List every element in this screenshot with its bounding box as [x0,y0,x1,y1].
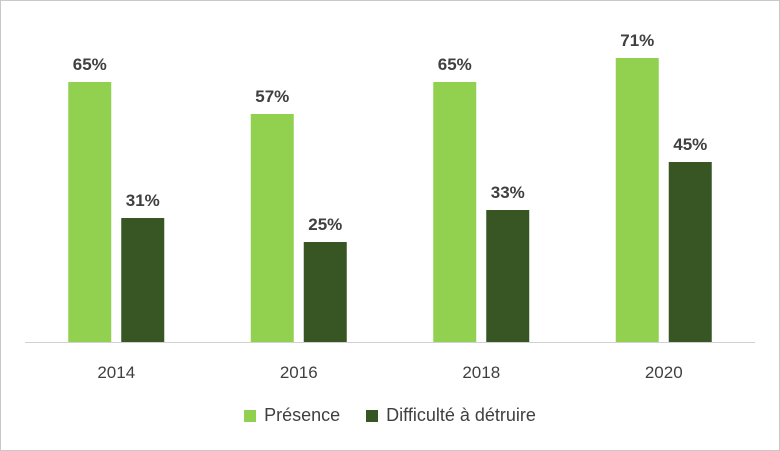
data-label-presence-2014: 65% [73,55,107,74]
legend-item-difficulte: Difficulté à détruire [366,405,536,426]
bar-difficulte-2016 [303,242,347,342]
bar-presence-2016 [250,114,294,342]
bar-presence-2018 [433,82,477,342]
data-label-difficulte-2020: 45% [673,135,707,154]
legend-label-difficulte: Difficulté à détruire [386,405,536,425]
legend-swatch-presence [244,409,257,422]
legend-label-presence: Présence [264,405,341,425]
x-tick-label-2018: 2018 [462,363,500,382]
bar-difficulte-2020 [668,162,712,342]
legend: Présence Difficulté à détruire [1,405,779,426]
x-tick-label-2020: 2020 [645,363,683,382]
data-label-difficulte-2018: 33% [491,183,525,202]
x-tick-label-2014: 2014 [97,363,135,382]
data-label-difficulte-2016: 25% [308,215,342,234]
data-label-difficulte-2014: 31% [126,191,160,210]
legend-swatch-difficulte [366,409,379,422]
bar-chart: 65% 31% 2014 57% 25% 2016 65% 33% 2018 71% 45% 2020 [25,31,755,382]
bar-presence-2014 [68,82,112,342]
data-label-presence-2016: 57% [255,87,289,106]
x-tick-label-2016: 2016 [280,363,318,382]
bar-difficulte-2018 [486,210,530,342]
bar-presence-2020 [615,58,659,342]
data-label-presence-2018: 65% [438,55,472,74]
bar-difficulte-2014 [121,218,165,342]
legend-item-presence: Présence [244,405,340,426]
data-label-presence-2020: 71% [620,31,654,50]
